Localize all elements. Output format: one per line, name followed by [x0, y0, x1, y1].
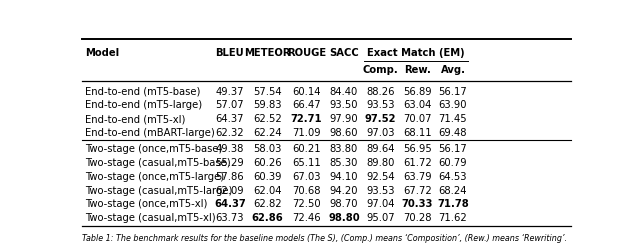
Text: 63.79: 63.79	[403, 172, 431, 182]
Text: 72.71: 72.71	[291, 114, 323, 124]
Text: 63.04: 63.04	[403, 100, 431, 110]
Text: 61.72: 61.72	[403, 158, 431, 168]
Text: 68.24: 68.24	[439, 186, 467, 196]
Text: 56.89: 56.89	[403, 86, 431, 97]
Text: End-to-end (mT5-large): End-to-end (mT5-large)	[85, 100, 202, 110]
Text: 55.29: 55.29	[216, 158, 244, 168]
Text: 56.95: 56.95	[403, 144, 431, 154]
Text: METEOR: METEOR	[244, 48, 291, 58]
Text: 98.80: 98.80	[328, 213, 360, 223]
Text: Two-stage (casual,mT5-large): Two-stage (casual,mT5-large)	[85, 186, 232, 196]
Text: 88.26: 88.26	[366, 86, 395, 97]
Text: End-to-end (mBART-large): End-to-end (mBART-large)	[85, 128, 214, 138]
Text: 60.39: 60.39	[253, 172, 282, 182]
Text: 64.37: 64.37	[214, 200, 246, 209]
Text: 95.07: 95.07	[366, 213, 395, 223]
Text: Model: Model	[85, 48, 119, 58]
Text: 71.78: 71.78	[437, 200, 469, 209]
Text: 62.52: 62.52	[253, 114, 282, 124]
Text: 64.37: 64.37	[216, 114, 244, 124]
Text: 94.20: 94.20	[330, 186, 358, 196]
Text: End-to-end (mT5-base): End-to-end (mT5-base)	[85, 86, 200, 97]
Text: 89.80: 89.80	[366, 158, 395, 168]
Text: 97.90: 97.90	[330, 114, 358, 124]
Text: 69.48: 69.48	[439, 128, 467, 138]
Text: 62.04: 62.04	[253, 186, 282, 196]
Text: Two-stage (once,mT5-large): Two-stage (once,mT5-large)	[85, 172, 224, 182]
Text: Comp.: Comp.	[363, 66, 399, 76]
Text: 97.03: 97.03	[366, 128, 395, 138]
Text: 71.62: 71.62	[438, 213, 467, 223]
Text: 98.70: 98.70	[330, 200, 358, 209]
Text: 93.53: 93.53	[366, 186, 395, 196]
Text: 67.72: 67.72	[403, 186, 431, 196]
Text: 70.33: 70.33	[401, 200, 433, 209]
Text: 57.86: 57.86	[216, 172, 244, 182]
Text: 93.53: 93.53	[366, 100, 395, 110]
Text: Table 1: The benchmark results for the baseline models (The S), (Comp.) means ‘C: Table 1: The benchmark results for the b…	[83, 234, 568, 243]
Text: 62.32: 62.32	[216, 128, 244, 138]
Text: 49.38: 49.38	[216, 144, 244, 154]
Text: Avg.: Avg.	[440, 66, 465, 76]
Text: 84.40: 84.40	[330, 86, 358, 97]
Text: 66.47: 66.47	[292, 100, 321, 110]
Text: 64.53: 64.53	[439, 172, 467, 182]
Text: 57.54: 57.54	[253, 86, 282, 97]
Text: 65.11: 65.11	[292, 158, 321, 168]
Text: 56.17: 56.17	[438, 86, 467, 97]
Text: 89.64: 89.64	[366, 144, 395, 154]
Text: 62.82: 62.82	[253, 200, 282, 209]
Text: 93.50: 93.50	[330, 100, 358, 110]
Text: 49.37: 49.37	[216, 86, 244, 97]
Text: 70.07: 70.07	[403, 114, 431, 124]
Text: 62.86: 62.86	[252, 213, 283, 223]
Text: 60.21: 60.21	[292, 144, 321, 154]
Text: Rew.: Rew.	[404, 66, 431, 76]
Text: 60.26: 60.26	[253, 158, 282, 168]
Text: 97.04: 97.04	[366, 200, 395, 209]
Text: 58.03: 58.03	[253, 144, 282, 154]
Text: Two-stage (once,mT5-base): Two-stage (once,mT5-base)	[85, 144, 222, 154]
Text: End-to-end (mT5-xl): End-to-end (mT5-xl)	[85, 114, 186, 124]
Text: 67.03: 67.03	[292, 172, 321, 182]
Text: 60.79: 60.79	[438, 158, 467, 168]
Text: 83.80: 83.80	[330, 144, 358, 154]
Text: 56.17: 56.17	[438, 144, 467, 154]
Text: 94.10: 94.10	[330, 172, 358, 182]
Text: 68.11: 68.11	[403, 128, 431, 138]
Text: 97.52: 97.52	[365, 114, 396, 124]
Text: 98.60: 98.60	[330, 128, 358, 138]
Text: Exact Match (EM): Exact Match (EM)	[367, 48, 465, 58]
Text: 71.09: 71.09	[292, 128, 321, 138]
Text: 71.45: 71.45	[438, 114, 467, 124]
Text: 72.46: 72.46	[292, 213, 321, 223]
Text: 62.09: 62.09	[216, 186, 244, 196]
Text: 70.68: 70.68	[292, 186, 321, 196]
Text: SACC: SACC	[329, 48, 359, 58]
Text: Two-stage (once,mT5-xl): Two-stage (once,mT5-xl)	[85, 200, 207, 209]
Text: 59.83: 59.83	[253, 100, 282, 110]
Text: Two-stage (casual,mT5-base): Two-stage (casual,mT5-base)	[85, 158, 230, 168]
Text: BLEU: BLEU	[216, 48, 244, 58]
Text: Two-stage (casual,mT5-xl): Two-stage (casual,mT5-xl)	[85, 213, 216, 223]
Text: 57.07: 57.07	[216, 100, 244, 110]
Text: ROUGE: ROUGE	[287, 48, 326, 58]
Text: 63.90: 63.90	[439, 100, 467, 110]
Text: 62.24: 62.24	[253, 128, 282, 138]
Text: 72.50: 72.50	[292, 200, 321, 209]
Text: 70.28: 70.28	[403, 213, 431, 223]
Text: 92.54: 92.54	[366, 172, 395, 182]
Text: 85.30: 85.30	[330, 158, 358, 168]
Text: 63.73: 63.73	[216, 213, 244, 223]
Text: 60.14: 60.14	[292, 86, 321, 97]
